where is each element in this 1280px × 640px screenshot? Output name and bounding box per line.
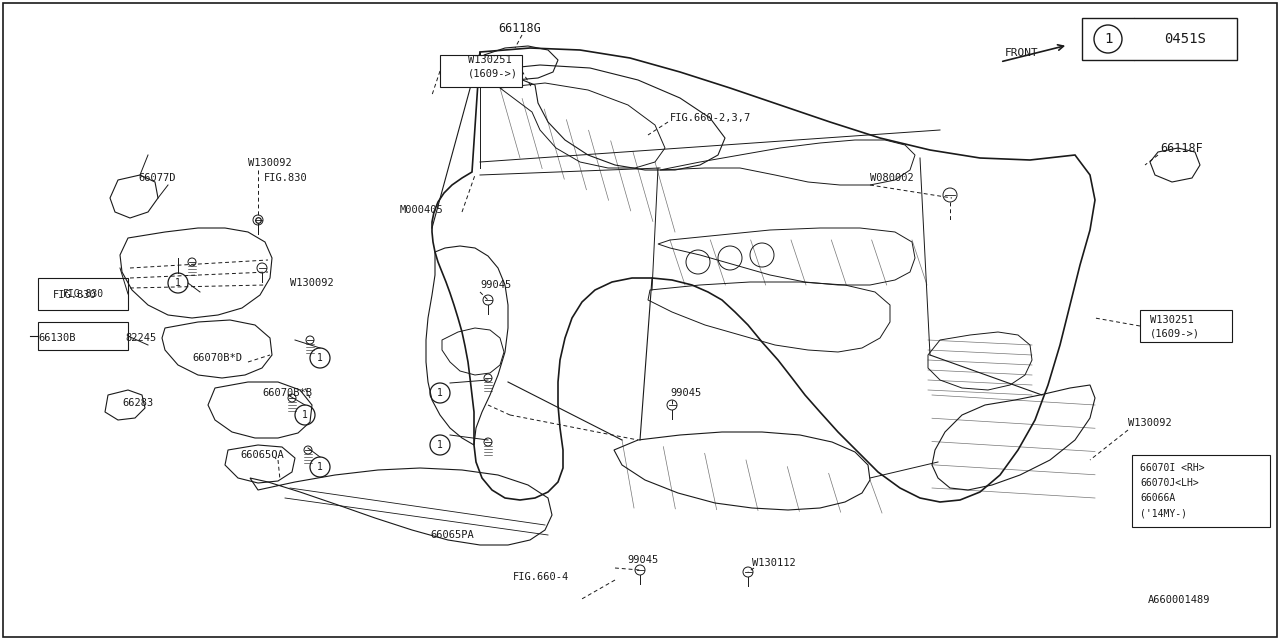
Text: 66070I <RH>: 66070I <RH>	[1140, 463, 1204, 473]
Text: 99045: 99045	[627, 555, 658, 565]
Text: W130251: W130251	[1149, 315, 1194, 325]
Text: W130251: W130251	[468, 55, 512, 65]
Text: (1609->): (1609->)	[1149, 329, 1201, 339]
Text: 1: 1	[317, 353, 323, 363]
Text: FIG.830: FIG.830	[63, 289, 104, 299]
Text: FIG.830: FIG.830	[52, 290, 97, 300]
Text: 66070B*D: 66070B*D	[192, 353, 242, 363]
Text: 66065PA: 66065PA	[430, 530, 474, 540]
Bar	[1082, 18, 1236, 60]
Text: 99045: 99045	[669, 388, 701, 398]
Text: 99045: 99045	[480, 280, 511, 290]
Text: 66065QA: 66065QA	[241, 450, 284, 460]
Text: W130092: W130092	[1128, 418, 1171, 428]
Text: 66118G: 66118G	[499, 22, 541, 35]
Text: FIG.660-2,3,7: FIG.660-2,3,7	[669, 113, 751, 123]
Text: 66070J<LH>: 66070J<LH>	[1140, 478, 1199, 488]
Text: 1: 1	[1103, 32, 1112, 46]
Text: 1: 1	[302, 410, 308, 420]
Text: (1609->): (1609->)	[468, 69, 518, 79]
Text: M000405: M000405	[399, 205, 444, 215]
Text: 66130B: 66130B	[38, 333, 76, 343]
Text: W130092: W130092	[291, 278, 334, 288]
Bar	[440, 55, 522, 87]
Text: 66066A: 66066A	[1140, 493, 1175, 503]
Text: 1: 1	[436, 440, 443, 450]
Text: 66070B*B: 66070B*B	[262, 388, 312, 398]
Text: W080002: W080002	[870, 173, 914, 183]
Text: 1: 1	[175, 278, 180, 288]
Bar	[38, 322, 128, 350]
Bar	[1132, 455, 1270, 527]
Text: 82245: 82245	[125, 333, 156, 343]
Text: FIG.660-4: FIG.660-4	[513, 572, 570, 582]
Text: FIG.830: FIG.830	[264, 173, 307, 183]
Text: A660001489: A660001489	[1148, 595, 1211, 605]
Text: 1: 1	[317, 462, 323, 472]
Text: W130092: W130092	[248, 158, 292, 168]
Bar	[1140, 310, 1231, 342]
Text: ('14MY-): ('14MY-)	[1140, 508, 1187, 518]
Text: 66077D: 66077D	[138, 173, 175, 183]
Text: 1: 1	[436, 388, 443, 398]
Bar	[38, 278, 128, 310]
Text: 66283: 66283	[122, 398, 154, 408]
Text: FRONT: FRONT	[1005, 48, 1039, 58]
Text: 66118F: 66118F	[1160, 141, 1203, 154]
Text: 0451S: 0451S	[1165, 32, 1207, 46]
Text: W130112: W130112	[753, 558, 796, 568]
